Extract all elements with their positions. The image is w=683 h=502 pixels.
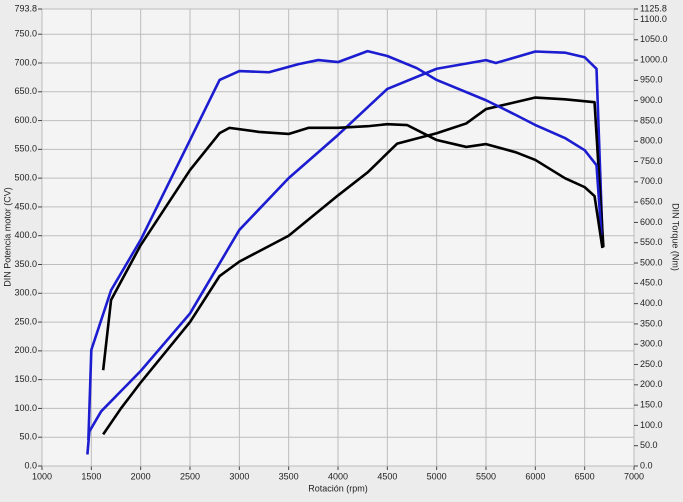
x-tick-label: 7000 bbox=[624, 471, 644, 481]
x-tick-label: 4500 bbox=[377, 471, 397, 481]
x-tick-label: 3500 bbox=[279, 471, 299, 481]
y2-tick-label: 950.0 bbox=[640, 75, 663, 85]
y2-tick-label: 250.0 bbox=[640, 359, 663, 369]
line-series bbox=[86, 50, 604, 455]
y-tick-label: 100.0 bbox=[14, 403, 37, 413]
y-tick-label: 793.8 bbox=[14, 3, 37, 13]
y2-axis-label: DIN Torque (Nm) bbox=[671, 203, 681, 271]
y2-tick-label: 300.0 bbox=[640, 339, 663, 349]
y2-tick-label: 500.0 bbox=[640, 257, 663, 267]
x-tick-label: 1500 bbox=[81, 471, 101, 481]
x-tick-label: 5000 bbox=[427, 471, 447, 481]
y-tick-label: 500.0 bbox=[14, 173, 37, 183]
y2-tick-label: 100.0 bbox=[640, 420, 663, 430]
y2-tick-label: 200.0 bbox=[640, 379, 663, 389]
y-tick-label: 700.0 bbox=[14, 57, 37, 67]
y2-tick-label: 900.0 bbox=[640, 95, 663, 105]
y2-tick-label: 0.0 bbox=[640, 460, 653, 470]
y2-tick-label: 700.0 bbox=[640, 176, 663, 186]
y-tick-label: 600.0 bbox=[14, 115, 37, 125]
y2-tick-label: 800.0 bbox=[640, 136, 663, 146]
line-series bbox=[101, 122, 604, 371]
y2-tick-label: 1000.0 bbox=[640, 54, 668, 64]
x-tick-label: 6500 bbox=[575, 471, 595, 481]
y-tick-label: 400.0 bbox=[14, 230, 37, 240]
y2-tick-label: 850.0 bbox=[640, 115, 663, 125]
y2-tick-label: 50.0 bbox=[640, 440, 658, 450]
x-tick-label: 2000 bbox=[131, 471, 151, 481]
y2-tick-label: 550.0 bbox=[640, 237, 663, 247]
y-tick-label: 550.0 bbox=[14, 144, 37, 154]
y-tick-label: 250.0 bbox=[14, 316, 37, 326]
y-tick-label: 300.0 bbox=[14, 288, 37, 298]
x-tick-label: 5500 bbox=[476, 471, 496, 481]
x-tick-label: 4000 bbox=[328, 471, 348, 481]
line-series bbox=[87, 49, 603, 441]
x-tick-label: 1000 bbox=[32, 471, 52, 481]
y2-tick-label: 1050.0 bbox=[640, 34, 668, 44]
y-tick-label: 450.0 bbox=[14, 201, 37, 211]
y2-tick-label: 1125.8 bbox=[640, 3, 667, 13]
x-tick-label: 6000 bbox=[525, 471, 545, 481]
y-tick-label: 650.0 bbox=[14, 86, 37, 96]
y2-tick-label: 450.0 bbox=[640, 278, 663, 288]
y2-tick-label: 750.0 bbox=[640, 156, 663, 166]
y2-tick-label: 350.0 bbox=[640, 318, 663, 328]
y-tick-label: 200.0 bbox=[14, 345, 37, 355]
y-tick-label: 350.0 bbox=[14, 259, 37, 269]
y2-tick-label: 600.0 bbox=[640, 217, 663, 227]
x-tick-label: 2500 bbox=[180, 471, 200, 481]
y-tick-label: 750.0 bbox=[14, 29, 37, 39]
y2-tick-label: 400.0 bbox=[640, 298, 663, 308]
line-series bbox=[102, 96, 605, 436]
y2-tick-label: 1100.0 bbox=[640, 14, 667, 24]
y2-tick-label: 150.0 bbox=[640, 399, 663, 409]
y2-tick-label: 650.0 bbox=[640, 197, 663, 207]
y-tick-label: 50.0 bbox=[19, 432, 37, 442]
x-tick-label: 3000 bbox=[229, 471, 249, 481]
y-tick-label: 0.0 bbox=[24, 460, 37, 470]
x-axis-label: Rotación (rpm) bbox=[308, 483, 368, 493]
y-axis-label: DIN Potencia motor (CV) bbox=[2, 187, 12, 287]
y-tick-label: 150.0 bbox=[14, 374, 37, 384]
